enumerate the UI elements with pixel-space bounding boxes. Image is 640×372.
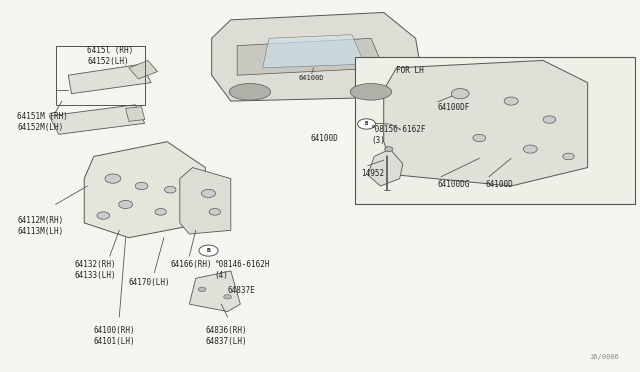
- Ellipse shape: [224, 295, 232, 299]
- Text: 64132(RH)
64133(LH): 64132(RH) 64133(LH): [75, 260, 116, 280]
- Polygon shape: [84, 142, 205, 238]
- Text: 64836(RH)
64837(LH): 64836(RH) 64837(LH): [205, 326, 247, 346]
- Ellipse shape: [229, 84, 271, 100]
- Text: 14952: 14952: [362, 169, 385, 179]
- Ellipse shape: [202, 189, 216, 198]
- Text: °08146-6162H
(4): °08146-6162H (4): [215, 260, 270, 280]
- Polygon shape: [180, 167, 231, 234]
- Ellipse shape: [105, 174, 121, 183]
- Text: 64100D: 64100D: [310, 134, 338, 143]
- Ellipse shape: [209, 209, 221, 215]
- Polygon shape: [262, 35, 365, 68]
- Polygon shape: [49, 105, 145, 134]
- Text: J6/0006: J6/0006: [589, 353, 620, 359]
- Ellipse shape: [451, 89, 469, 99]
- Text: 64100DG: 64100DG: [438, 180, 470, 189]
- Text: 64170(LH): 64170(LH): [129, 278, 170, 287]
- Polygon shape: [384, 61, 588, 186]
- Polygon shape: [212, 13, 422, 101]
- Text: °08156-6162F
(3): °08156-6162F (3): [371, 125, 426, 145]
- Ellipse shape: [524, 145, 538, 153]
- Text: 64100D: 64100D: [299, 75, 324, 81]
- Text: B: B: [207, 248, 211, 253]
- Text: 64100DF: 64100DF: [438, 103, 470, 112]
- Text: 64100D: 64100D: [486, 180, 513, 189]
- Ellipse shape: [155, 209, 166, 215]
- Ellipse shape: [543, 116, 556, 123]
- Text: FOR LH: FOR LH: [396, 66, 424, 75]
- Circle shape: [358, 119, 376, 129]
- Text: 64151M (RH)
64152M(LH): 64151M (RH) 64152M(LH): [17, 112, 68, 132]
- Polygon shape: [368, 149, 403, 186]
- Polygon shape: [68, 64, 151, 94]
- Polygon shape: [129, 61, 157, 79]
- Polygon shape: [125, 107, 145, 121]
- Ellipse shape: [97, 212, 109, 219]
- Text: 64837E: 64837E: [228, 286, 255, 295]
- Ellipse shape: [473, 134, 486, 142]
- Text: 64166(RH): 64166(RH): [170, 260, 212, 269]
- Text: 64112M(RH)
64113M(LH): 64112M(RH) 64113M(LH): [17, 215, 63, 235]
- Text: 64100(RH)
64101(LH): 64100(RH) 64101(LH): [94, 326, 136, 346]
- Text: 6415l (RH)
64152(LH): 6415l (RH) 64152(LH): [88, 46, 134, 66]
- Ellipse shape: [118, 201, 132, 209]
- Bar: [56, 46, 145, 105]
- Ellipse shape: [563, 153, 574, 160]
- Ellipse shape: [198, 287, 206, 292]
- Ellipse shape: [350, 84, 392, 100]
- Ellipse shape: [504, 97, 518, 105]
- Polygon shape: [237, 38, 384, 75]
- Text: B: B: [365, 122, 368, 126]
- Polygon shape: [189, 271, 241, 311]
- Ellipse shape: [385, 147, 393, 151]
- Ellipse shape: [164, 186, 176, 193]
- Ellipse shape: [135, 182, 148, 190]
- Bar: [355, 57, 636, 205]
- Circle shape: [199, 245, 218, 256]
